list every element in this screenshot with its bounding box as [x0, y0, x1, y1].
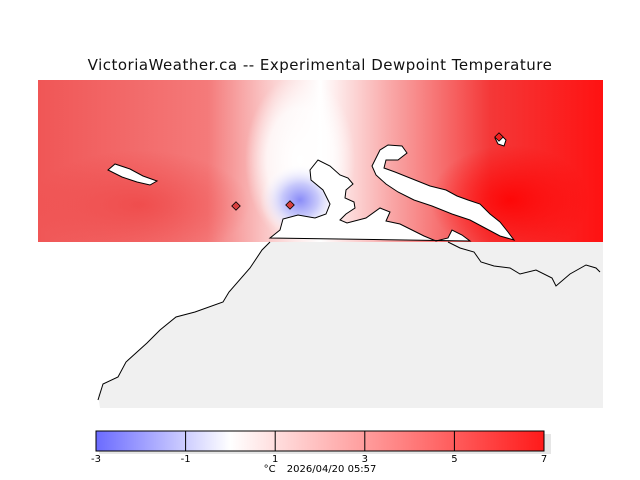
coastline-east-shore [447, 241, 601, 287]
island-sliver-west [107, 163, 159, 186]
legend-tick-label-5: 7 [541, 454, 547, 465]
land-mass [98, 242, 603, 408]
legend-tick-label-4: 5 [451, 454, 457, 465]
legend-footer: °C 2026/04/20 05:57 [0, 464, 640, 475]
station-marker-west[interactable] [231, 201, 241, 211]
coastline-north-shore [268, 159, 472, 242]
station-markers [231, 132, 504, 211]
coastlines [107, 133, 516, 242]
island-large-east [371, 144, 516, 241]
legend-tick-label-3: 3 [362, 454, 368, 465]
color-legend: -3 -1 1 3 5 7 [91, 430, 551, 465]
legend-tick-label-1: -1 [181, 454, 191, 465]
legend-tick-label-2: 1 [272, 454, 278, 465]
station-marker-central[interactable] [285, 200, 295, 210]
station-marker-east[interactable] [494, 132, 504, 142]
map-title: VictoriaWeather.ca -- Experimental Dewpo… [87, 56, 553, 74]
legend-bar [95, 430, 545, 452]
legend-tick-label-0: -3 [91, 454, 101, 465]
legend-unit: °C [263, 464, 276, 475]
coastline-mainland [97, 241, 271, 401]
legend-timestamp: 2026/04/20 05:57 [286, 464, 377, 475]
